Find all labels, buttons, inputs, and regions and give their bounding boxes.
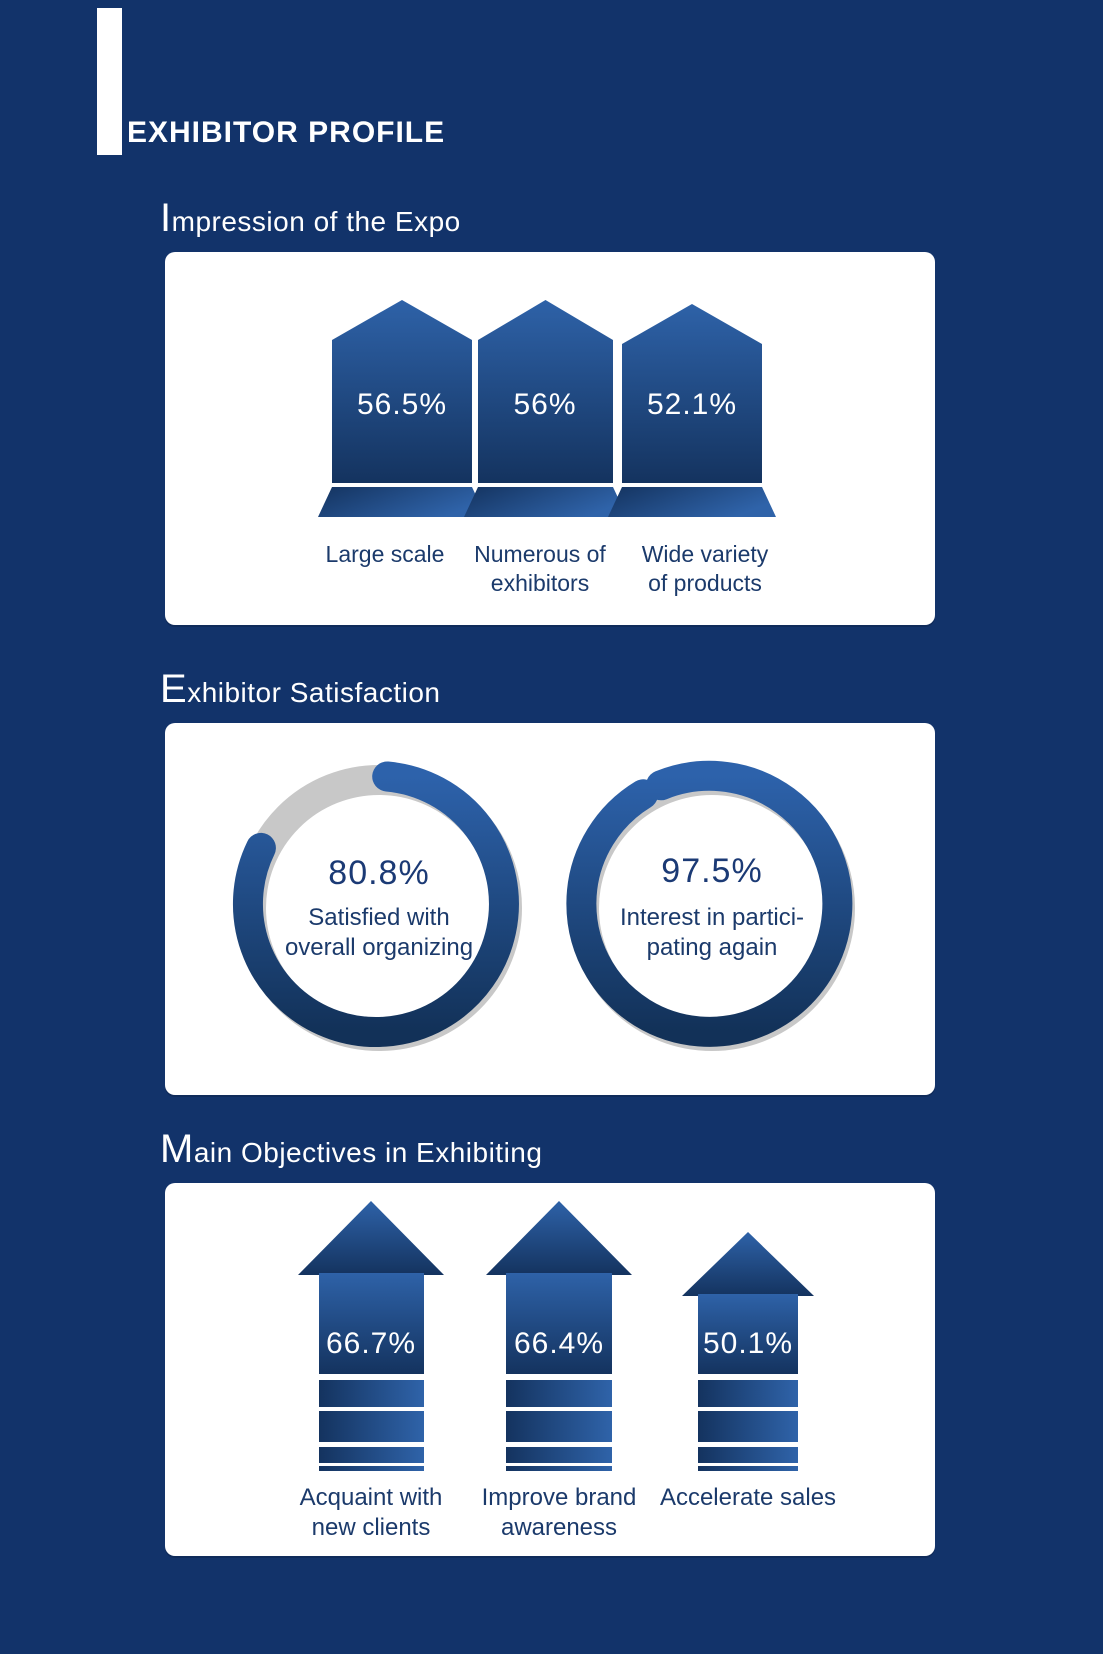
arrow-head bbox=[486, 1201, 632, 1275]
donut-caption: Satisfied with overall organizing bbox=[229, 903, 529, 963]
arrow-stripe bbox=[698, 1466, 798, 1471]
pentagon-base-wide-variety bbox=[608, 487, 776, 517]
arrow-shaft bbox=[506, 1273, 612, 1374]
donut-caption-line: Interest in partici- bbox=[619, 904, 805, 931]
pentagon-value: 52.1% bbox=[646, 388, 738, 421]
satisfaction-card: 80.8% Satisfied with overall organizing … bbox=[165, 723, 935, 1095]
heading-initial: E bbox=[160, 667, 188, 711]
impression-card: 56.5% 56% 52.1% Large scale Numerous of … bbox=[165, 252, 935, 625]
donut-caption-line: Satisfied with bbox=[308, 904, 450, 931]
arrow-accelerate-sales bbox=[682, 1232, 814, 1471]
arrow-shaft bbox=[319, 1273, 424, 1374]
page-title: EXHIBITOR PROFILE bbox=[127, 116, 446, 149]
donut-value: 80.8% bbox=[328, 854, 430, 892]
arrow-head bbox=[682, 1232, 814, 1296]
arrow-stripe bbox=[506, 1466, 612, 1471]
heading-rest: ain Objectives in Exhibiting bbox=[193, 1137, 543, 1168]
pentagon-base-numerous-exhibitors bbox=[464, 487, 627, 517]
arrow-shaft bbox=[698, 1294, 798, 1374]
arrow-acquaint-clients bbox=[298, 1201, 444, 1471]
arrow-stripe bbox=[319, 1447, 424, 1463]
donut-chart-participate bbox=[566, 760, 855, 1051]
donut-arc bbox=[232, 761, 519, 1047]
arrow-label: Improve brand awareness bbox=[429, 1483, 689, 1543]
donut-arc bbox=[566, 760, 853, 1047]
heading-initial: I bbox=[160, 196, 172, 240]
pentagon-shape-wide-variety bbox=[622, 304, 762, 483]
heading-rest: mpression of the Expo bbox=[171, 206, 461, 237]
pentagon-value: 56% bbox=[513, 388, 577, 421]
arrow-stripe bbox=[319, 1380, 424, 1407]
arrow-stripe bbox=[506, 1447, 612, 1463]
pentagon-label-line: Large scale bbox=[325, 541, 445, 567]
arrow-stripe bbox=[319, 1466, 424, 1471]
pentagon-label-line: of products bbox=[648, 570, 762, 596]
section-heading-impression: Impression of the Expo bbox=[160, 196, 461, 240]
arrow-brand-awareness bbox=[486, 1201, 632, 1471]
arrow-chart bbox=[298, 1201, 814, 1471]
objectives-card: 66.7% 66.4% 50.1% Acquaint with new clie… bbox=[165, 1183, 935, 1556]
heading-initial: M bbox=[160, 1127, 194, 1171]
donut-caption-line: pating again bbox=[646, 934, 778, 961]
heading-rest: xhibitor Satisfaction bbox=[187, 677, 441, 708]
donut-caption: Interest in partici- pating again bbox=[562, 903, 862, 963]
pentagon-label: Large scale bbox=[265, 540, 505, 569]
arrow-label-line: Improve brand bbox=[481, 1484, 637, 1511]
arrow-stripe bbox=[698, 1411, 798, 1442]
arrow-label-line: awareness bbox=[500, 1514, 618, 1541]
arrow-value: 66.7% bbox=[325, 1327, 417, 1360]
pentagon-label-line: exhibitors bbox=[490, 570, 590, 596]
arrow-stripe bbox=[506, 1411, 612, 1442]
arrow-label-line: new clients bbox=[311, 1514, 431, 1541]
donut-value: 97.5% bbox=[661, 852, 763, 890]
pentagon-label-line: Numerous of bbox=[474, 541, 606, 567]
pentagon-shape-numerous-exhibitors bbox=[478, 300, 613, 483]
arrow-label-line: Accelerate sales bbox=[659, 1484, 837, 1511]
section-heading-satisfaction: Exhibitor Satisfaction bbox=[160, 667, 440, 711]
arrow-stripe bbox=[506, 1380, 612, 1407]
pentagon-label: Wide variety of products bbox=[585, 540, 825, 598]
arrow-label: Acquaint with new clients bbox=[241, 1483, 501, 1543]
pentagon-label-line: Wide variety bbox=[641, 541, 769, 567]
donut-chart-organizing bbox=[232, 761, 522, 1051]
pentagon-base-large-scale bbox=[318, 487, 486, 517]
arrow-stripe bbox=[698, 1380, 798, 1407]
arrow-value: 50.1% bbox=[702, 1327, 794, 1360]
section-heading-objectives: Main Objectives in Exhibiting bbox=[160, 1127, 542, 1171]
pentagon-label: Numerous of exhibitors bbox=[420, 540, 660, 598]
arrow-stripe bbox=[698, 1447, 798, 1463]
donut-caption-line: overall organizing bbox=[284, 934, 474, 961]
arrow-head bbox=[298, 1201, 444, 1275]
arrow-stripe bbox=[319, 1411, 424, 1442]
pentagon-value: 56.5% bbox=[356, 388, 448, 421]
arrow-value: 66.4% bbox=[513, 1327, 605, 1360]
arrow-label: Accelerate sales bbox=[618, 1483, 878, 1513]
title-accent-bar bbox=[97, 8, 122, 155]
pentagon-chart bbox=[318, 300, 776, 517]
arrow-label-line: Acquaint with bbox=[299, 1484, 443, 1511]
pentagon-shape-large-scale bbox=[332, 300, 472, 483]
